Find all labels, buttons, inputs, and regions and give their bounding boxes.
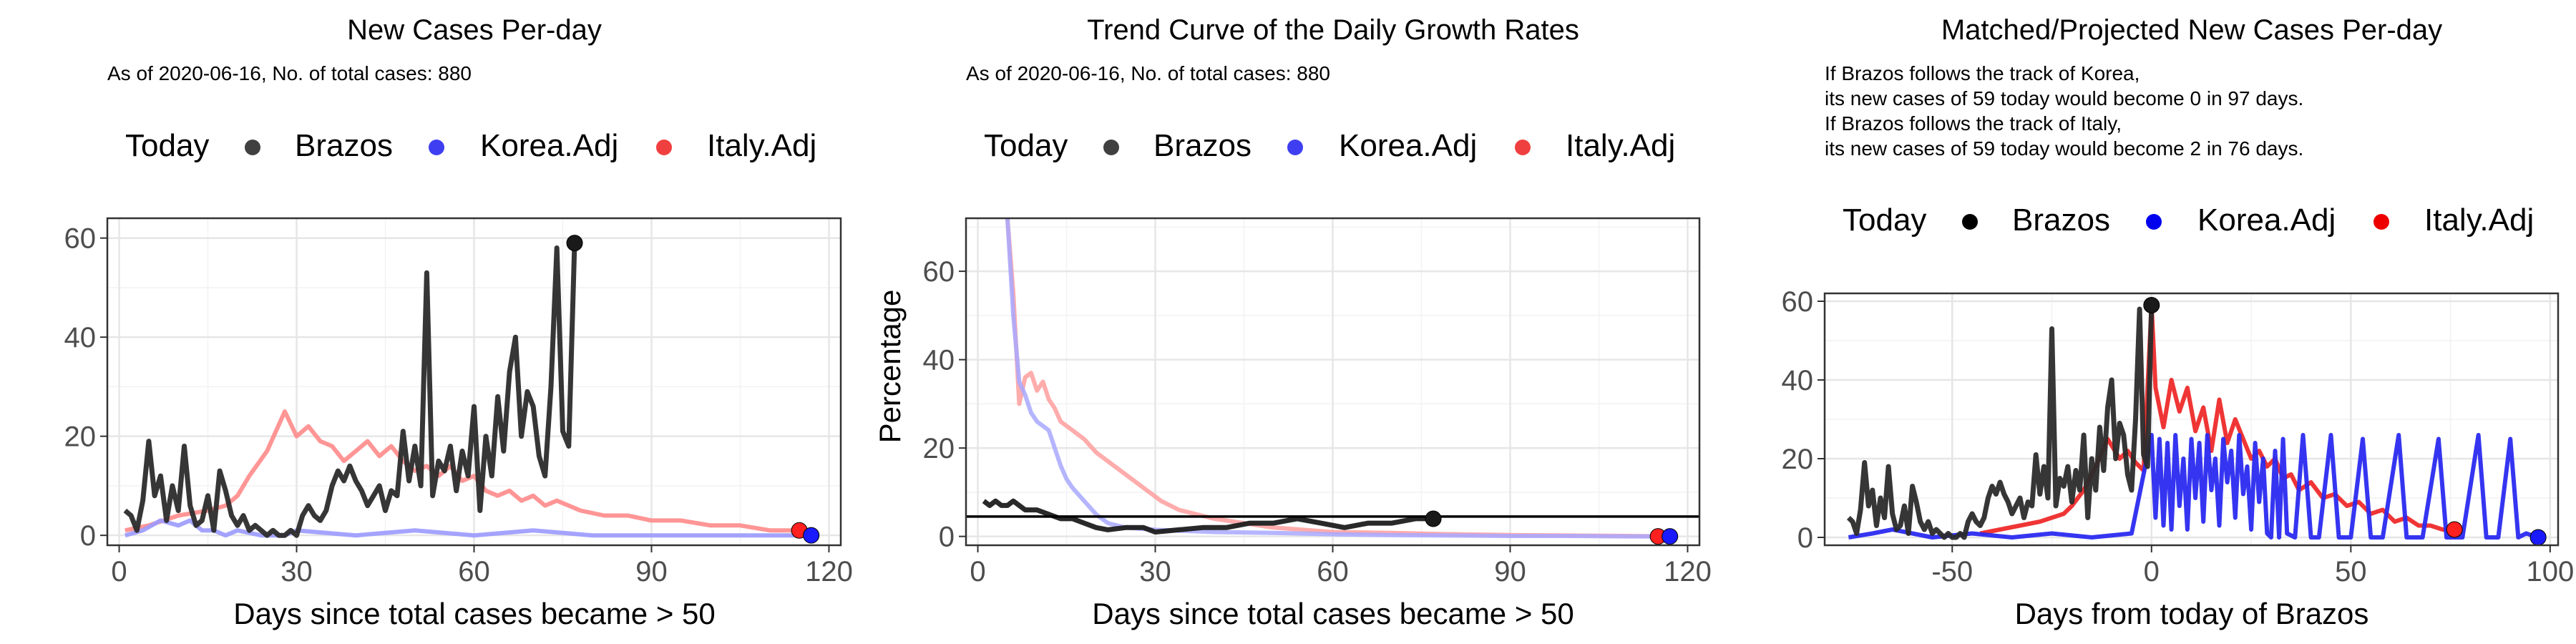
y-tick-label: 60	[64, 223, 97, 255]
x-tick-label: 100	[2526, 556, 2574, 587]
x-tick-label: 60	[1317, 556, 1349, 587]
legend-key-korea	[429, 140, 444, 155]
legend-title: Today	[984, 128, 1068, 163]
y-tick-label: 60	[1782, 286, 1814, 318]
legend-key-korea	[2146, 214, 2162, 230]
y-tick-label: 20	[1782, 444, 1814, 475]
x-tick-label: 0	[970, 556, 985, 587]
series-line-korea-adj	[124, 518, 811, 538]
panel-growth-rates: Trend Curve of the Daily Growth Rates As…	[873, 14, 1712, 630]
legend-key-brazos	[1103, 140, 1119, 155]
x-axis-label: Days since total cases became > 50	[233, 597, 716, 630]
legend-label-korea: Korea.Adj	[1339, 128, 1477, 163]
x-tick-label: 90	[1494, 556, 1526, 587]
plot-area: 0 30 60 90 120 0 20 40 60	[923, 217, 1712, 587]
legend-key-korea	[1287, 140, 1303, 155]
panel-projected-cases: Matched/Projected New Cases Per-day If B…	[1782, 14, 2575, 630]
legend-label-korea: Korea.Adj	[2197, 203, 2336, 238]
series-group	[123, 243, 811, 538]
annotation-line: If Brazos follows the track of Italy,	[1825, 112, 2122, 135]
panel-border	[965, 217, 1701, 547]
panel-new-cases: New Cases Per-day As of 2020-06-16, No. …	[64, 14, 853, 630]
legend: Today Brazos Korea.Adj Italy.Adj	[125, 128, 816, 163]
chart-subtitle: As of 2020-06-16, No. of total cases: 88…	[107, 62, 472, 84]
annotation-line: its new cases of 59 today would become 2…	[1825, 137, 2303, 160]
legend-label-italy: Italy.Adj	[707, 128, 816, 163]
y-tick-label: 0	[1797, 522, 1813, 554]
legend-key-brazos	[245, 140, 260, 155]
today-point-korea-adj	[1662, 528, 1679, 545]
chart-title: Trend Curve of the Daily Growth Rates	[1087, 14, 1579, 46]
today-point-italy-adj	[2446, 521, 2463, 538]
series-group	[982, 218, 1670, 539]
x-tick-label: 90	[635, 556, 668, 587]
plot-area: 0 30 60 90 120 0 20 40 60	[64, 217, 853, 587]
x-axis-label: Days since total cases became > 50	[1092, 597, 1574, 630]
legend: Today Brazos Korea.Adj Italy.Adj	[1843, 203, 2534, 238]
y-tick-label: 40	[64, 322, 97, 353]
y-tick-label: 20	[64, 421, 97, 453]
legend-key-brazos	[1962, 214, 1978, 230]
y-axis-label: Percentage	[873, 290, 907, 444]
panel-border	[1823, 292, 2560, 547]
y-tick-label: 20	[923, 433, 955, 464]
y-tick-label: 40	[923, 345, 955, 376]
x-tick-label: 0	[111, 556, 127, 587]
legend-label-korea: Korea.Adj	[480, 128, 618, 163]
legend-label-brazos: Brazos	[295, 128, 393, 163]
series-line-korea-adj	[1848, 433, 2540, 540]
series-line-korea-adj	[1005, 218, 1670, 539]
panel-border	[106, 217, 842, 547]
annotation-line: If Brazos follows the track of Korea,	[1825, 62, 2140, 84]
major-grid	[966, 218, 1699, 545]
x-tick-label: 50	[2335, 556, 2367, 587]
chart-subtitle: As of 2020-06-16, No. of total cases: 88…	[966, 62, 1330, 84]
legend-label-brazos: Brazos	[1153, 128, 1252, 163]
chart-title: Matched/Projected New Cases Per-day	[1941, 14, 2442, 46]
legend-title: Today	[125, 128, 209, 163]
x-tick-label: -50	[1931, 556, 1973, 587]
x-tick-label: 0	[2144, 556, 2160, 587]
y-tick-label: 60	[923, 256, 955, 288]
legend-key-italy	[2373, 214, 2389, 230]
y-tick-label: 40	[1782, 365, 1814, 396]
plot-area: -50 0 50 100 0 20 40 60	[1782, 286, 2575, 587]
chart-title: New Cases Per-day	[347, 14, 602, 46]
legend-key-italy	[656, 140, 672, 155]
x-tick-label: 30	[280, 556, 313, 587]
today-point-brazos	[2143, 297, 2160, 313]
series-group	[1846, 303, 2540, 540]
x-tick-label: 60	[458, 556, 490, 587]
y-tick-label: 0	[80, 520, 96, 552]
legend-label-brazos: Brazos	[2012, 203, 2110, 238]
legend-key-italy	[1515, 140, 1531, 155]
x-tick-label: 120	[1664, 556, 1712, 587]
series-line-brazos	[982, 498, 1433, 535]
legend-label-italy: Italy.Adj	[2424, 203, 2534, 238]
y-tick-label: 0	[939, 522, 955, 553]
series-line-italy-adj	[125, 409, 800, 533]
x-tick-label: 30	[1139, 556, 1171, 587]
today-point-brazos	[566, 235, 583, 252]
annotation-line: its new cases of 59 today would become 0…	[1825, 87, 2303, 109]
legend-title: Today	[1843, 203, 1926, 238]
today-point-brazos	[1425, 510, 1442, 527]
legend-label-italy: Italy.Adj	[1566, 128, 1675, 163]
x-tick-label: 120	[805, 556, 853, 587]
series-line-brazos	[1846, 305, 2155, 540]
x-axis-label: Days from today of Brazos	[2015, 597, 2369, 630]
today-point-korea-adj	[2529, 529, 2547, 546]
legend: Today Brazos Korea.Adj Italy.Adj	[984, 128, 1675, 163]
today-point-korea-adj	[803, 527, 820, 544]
series-line-brazos	[123, 243, 577, 538]
